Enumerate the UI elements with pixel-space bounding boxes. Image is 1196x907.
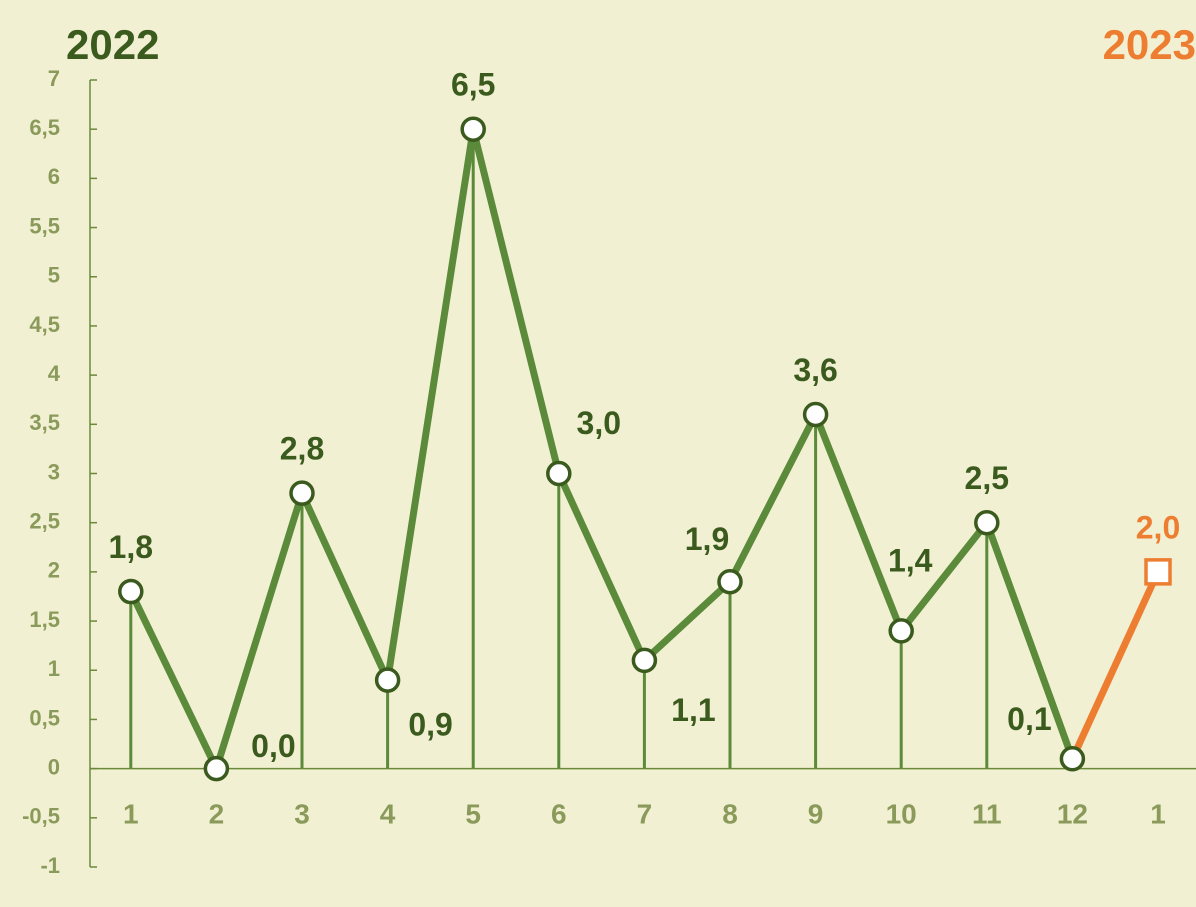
marker	[289, 480, 315, 506]
marker	[888, 618, 914, 644]
data-label: 2,0	[1136, 509, 1180, 545]
series-line	[127, 125, 1076, 773]
x-tick-label: 10	[886, 798, 917, 829]
x-tick-label: 8	[722, 798, 738, 829]
marker	[631, 647, 658, 674]
x-tick-label: 2	[209, 798, 225, 829]
y-tick-label: 4,5	[29, 312, 60, 337]
y-tick-label: -1	[40, 853, 60, 878]
y-tick-label: 5	[48, 263, 60, 288]
x-tick-label: 5	[465, 798, 481, 829]
data-label: 1,9	[685, 521, 729, 557]
marker	[1059, 746, 1086, 772]
series-line	[1069, 570, 1162, 761]
data-label: 6,5	[451, 67, 495, 103]
x-tick-label: 12	[1057, 798, 1088, 829]
y-tick-label: 6	[48, 164, 60, 189]
x-tick-label: 9	[808, 798, 824, 829]
marker	[460, 116, 486, 142]
data-label: 2,8	[280, 431, 324, 467]
x-tick-label: 1	[1150, 798, 1166, 829]
y-tick-label: 7	[48, 66, 60, 91]
data-label: 3,6	[793, 352, 837, 388]
y-tick-label: 1,5	[29, 607, 60, 632]
y-tick-label: 5,5	[29, 213, 60, 238]
data-label: 2,5	[965, 460, 1009, 496]
series-title: 2023	[1103, 21, 1196, 68]
y-tick-label: 3	[48, 459, 60, 484]
data-label: 1,1	[671, 692, 715, 728]
x-tick-label: 3	[294, 798, 310, 829]
marker	[118, 578, 144, 605]
y-tick-label: -0,5	[22, 804, 60, 829]
x-tick-label: 6	[551, 798, 567, 829]
y-tick-label: 2,5	[29, 509, 60, 534]
data-label: 0,0	[251, 728, 295, 764]
y-tick-label: 3,5	[29, 410, 60, 435]
x-tick-label: 1	[123, 798, 139, 829]
marker	[1144, 558, 1172, 586]
y-tick-label: 0,5	[29, 705, 60, 730]
data-label: 3,0	[577, 405, 621, 441]
marker	[546, 460, 572, 487]
x-tick-label: 7	[637, 798, 653, 829]
x-tick-label: 11	[972, 798, 1002, 829]
marker	[374, 667, 401, 693]
data-label: 0,1	[1007, 701, 1051, 737]
marker	[974, 509, 1000, 536]
series-title: 2022	[66, 21, 159, 68]
marker	[203, 755, 230, 782]
data-label: 0,9	[408, 707, 452, 743]
data-label: 1,8	[109, 529, 153, 565]
marker	[717, 568, 743, 595]
y-tick-label: 0	[48, 754, 60, 779]
marker	[802, 401, 829, 428]
y-tick-label: 4	[48, 361, 61, 386]
y-tick-label: 1	[48, 656, 60, 681]
x-tick-label: 4	[380, 798, 396, 829]
data-label: 1,4	[888, 542, 933, 578]
y-tick-label: 2	[48, 558, 60, 583]
y-tick-label: 6,5	[29, 115, 60, 140]
